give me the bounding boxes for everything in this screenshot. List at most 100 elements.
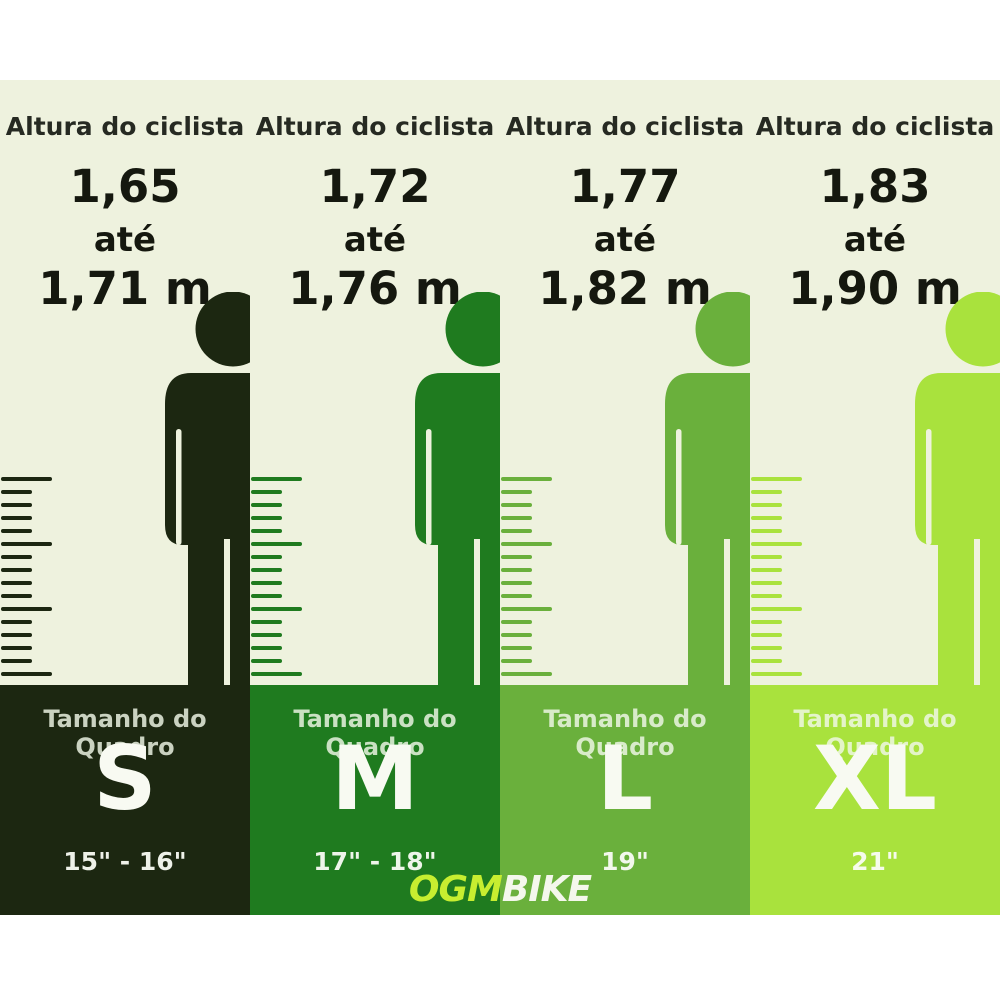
- height-until-word: até: [593, 220, 657, 260]
- ruler-tick: [251, 490, 282, 494]
- ruler-tick: [1, 542, 52, 546]
- person-silhouette-icon: [165, 292, 250, 685]
- brand-logo-bike: BIKE: [501, 869, 592, 910]
- ruler-tick: [1, 633, 32, 637]
- ruler-tick: [751, 581, 782, 585]
- ruler-tick: [501, 542, 552, 546]
- ruler-tick: [1, 555, 32, 559]
- ruler-tick: [751, 607, 802, 611]
- ruler-tick: [1, 646, 32, 650]
- ruler-tick: [751, 646, 782, 650]
- ruler-tick: [501, 594, 532, 598]
- rider-height-label: Altura do ciclista: [755, 112, 995, 141]
- ruler-tick: [251, 633, 282, 637]
- frame-size-value: M: [331, 727, 419, 830]
- frame-size-value: XL: [813, 727, 937, 830]
- chart-content-area: Altura do ciclista 1,65 até 1,71 m Taman…: [0, 80, 1000, 915]
- frame-size-inches: 19": [601, 847, 649, 876]
- height-until-word: até: [93, 220, 157, 260]
- ruler-tick: [501, 620, 532, 624]
- rider-height-label: Altura do ciclista: [505, 112, 745, 141]
- frame-size-value: L: [596, 727, 654, 830]
- ruler-tick: [751, 672, 802, 676]
- person-silhouette-icon: [665, 292, 750, 685]
- ruler-tick: [501, 568, 532, 572]
- frame-size-inches: 17" - 18": [313, 847, 437, 876]
- frame-size-value: S: [93, 727, 157, 830]
- ruler-tick: [751, 542, 802, 546]
- frame-size-label: Tamanho do Quadro: [793, 705, 957, 761]
- frame-size-band: Tamanho do Quadro XL 21": [750, 685, 1000, 915]
- ruler-tick: [751, 659, 782, 663]
- ruler-tick: [751, 568, 782, 572]
- ruler-tick: [501, 672, 552, 676]
- height-from-value: 1,83: [819, 160, 931, 213]
- ruler-tick: [1, 503, 32, 507]
- height-from-value: 1,72: [319, 160, 431, 213]
- height-to-value: 1,90 m: [788, 262, 962, 315]
- ruler-tick: [501, 607, 552, 611]
- height-until-word: até: [343, 220, 407, 260]
- height-to-value: 1,82 m: [538, 262, 712, 315]
- ruler-tick: [751, 503, 782, 507]
- ruler-tick: [1, 529, 32, 533]
- frame-size-band: Tamanho do Quadro M 17" - 18": [250, 685, 500, 915]
- ruler-tick: [501, 529, 532, 533]
- frame-size-inches: 15" - 16": [63, 847, 187, 876]
- ruler-tick: [1, 581, 32, 585]
- ruler-tick: [751, 633, 782, 637]
- ruler-tick: [751, 620, 782, 624]
- rider-height-label: Altura do ciclista: [255, 112, 495, 141]
- ruler-tick: [751, 555, 782, 559]
- ruler-tick: [751, 529, 782, 533]
- height-from-value: 1,65: [69, 160, 181, 213]
- frame-size-band: Tamanho do Quadro S 15" - 16": [0, 685, 250, 915]
- ruler-tick: [1, 477, 52, 481]
- size-column-s: Altura do ciclista 1,65 até 1,71 m Taman…: [0, 80, 250, 915]
- frame-size-label: Tamanho do Quadro: [293, 705, 457, 761]
- frame-size-band: Tamanho do Quadro L 19": [500, 685, 750, 915]
- size-column-xl: Altura do ciclista 1,83 até 1,90 m Taman…: [750, 80, 1000, 915]
- height-until-word: até: [843, 220, 907, 260]
- ruler-tick: [501, 646, 532, 650]
- ruler-tick: [751, 516, 782, 520]
- ruler-tick: [1, 659, 32, 663]
- ruler-tick: [251, 672, 302, 676]
- ruler-tick: [251, 503, 282, 507]
- ruler-tick: [501, 633, 532, 637]
- ruler-tick: [751, 477, 802, 481]
- ruler-tick: [1, 490, 32, 494]
- ruler-tick: [1, 607, 52, 611]
- ruler-tick: [501, 555, 532, 559]
- ruler-tick: [501, 659, 532, 663]
- frame-size-label: Tamanho do Quadro: [43, 705, 207, 761]
- ruler-tick: [251, 594, 282, 598]
- height-ruler-icon: [501, 477, 555, 677]
- ruler-tick: [1, 620, 32, 624]
- height-ruler-icon: [751, 477, 805, 677]
- ruler-tick: [1, 516, 32, 520]
- brand-logo-ogm: OGM: [408, 869, 503, 910]
- ruler-tick: [501, 477, 552, 481]
- ruler-tick: [251, 542, 302, 546]
- brand-logo: OGMBIKE: [408, 869, 592, 910]
- ruler-tick: [251, 646, 282, 650]
- height-to-value: 1,71 m: [38, 262, 212, 315]
- person-silhouette-icon: [415, 292, 500, 685]
- ruler-tick: [751, 490, 782, 494]
- ruler-tick: [251, 529, 282, 533]
- rider-height-label: Altura do ciclista: [5, 112, 245, 141]
- ruler-tick: [251, 620, 282, 624]
- ruler-tick: [251, 607, 302, 611]
- ruler-tick: [1, 568, 32, 572]
- size-column-l: Altura do ciclista 1,77 até 1,82 m Taman…: [500, 80, 750, 915]
- height-to-value: 1,76 m: [288, 262, 462, 315]
- ruler-tick: [251, 581, 282, 585]
- ruler-tick: [501, 516, 532, 520]
- ruler-tick: [1, 594, 32, 598]
- person-silhouette-icon: [915, 292, 1000, 685]
- ruler-tick: [501, 490, 532, 494]
- size-column-m: Altura do ciclista 1,72 até 1,76 m Taman…: [250, 80, 500, 915]
- ruler-tick: [251, 555, 282, 559]
